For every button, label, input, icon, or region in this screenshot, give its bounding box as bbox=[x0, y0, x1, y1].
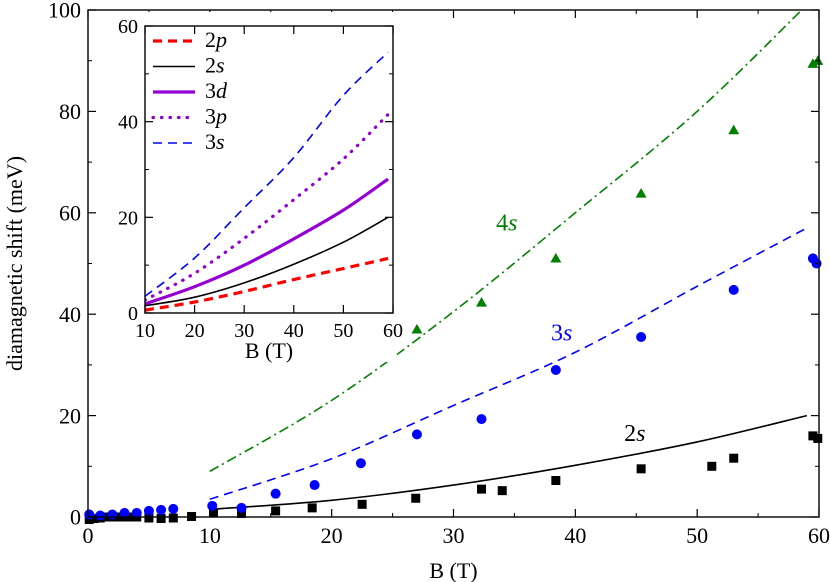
marker-square bbox=[551, 475, 561, 485]
marker-square bbox=[237, 508, 247, 518]
main-y-tick-label: 80 bbox=[59, 99, 81, 124]
inset-y-tick-label: 20 bbox=[118, 207, 138, 229]
marker-square bbox=[357, 499, 367, 509]
inset-x-tick-label: 60 bbox=[383, 320, 403, 342]
marker-circle bbox=[309, 480, 320, 491]
marker-circle bbox=[270, 488, 281, 499]
marker-triangle bbox=[812, 55, 824, 65]
marker-square bbox=[156, 514, 166, 524]
main-x-tick-label: 40 bbox=[564, 523, 586, 548]
inset-lines-layer bbox=[145, 51, 390, 312]
inset-x-axis-label: B (T) bbox=[245, 338, 293, 363]
legend-label-3p: 3p bbox=[205, 104, 227, 129]
legend-label-2s: 2s bbox=[205, 53, 225, 78]
inset-x-tick-label: 10 bbox=[135, 320, 155, 342]
inset-axes: 10 20 30 40 50 60 0 20 40 60 B (T) bbox=[118, 16, 403, 363]
inset-line-3d bbox=[145, 177, 389, 306]
marker-square bbox=[307, 503, 317, 513]
main-x-tick-label: 20 bbox=[321, 523, 343, 548]
marker-circle bbox=[411, 429, 422, 440]
x-axis-label: B (T) bbox=[429, 558, 477, 582]
marker-square bbox=[84, 515, 94, 525]
marker-circle bbox=[207, 500, 218, 511]
marker-circle bbox=[476, 414, 487, 425]
marker-circle bbox=[156, 504, 167, 515]
main-y-tick-label: 40 bbox=[59, 302, 81, 327]
main-y-tick-label: 0 bbox=[70, 505, 81, 530]
main-y-tick-label: 60 bbox=[59, 201, 81, 226]
main-annotations: 2s 3s 4s bbox=[496, 211, 645, 447]
line-2s bbox=[209, 414, 808, 511]
legend-label-3s: 3s bbox=[205, 129, 225, 154]
marker-square bbox=[477, 484, 487, 494]
main-lines-layer bbox=[209, 10, 808, 511]
marker-square bbox=[168, 513, 178, 523]
inset-x-tick-label: 50 bbox=[333, 320, 353, 342]
inset-y-tick-label: 60 bbox=[118, 16, 138, 38]
line-3s bbox=[209, 227, 808, 501]
legend-label-3d: 3d bbox=[205, 78, 228, 103]
main-x-tick-label: 50 bbox=[686, 523, 708, 548]
line-4s bbox=[209, 10, 803, 473]
inset-y-tick-label: 40 bbox=[118, 112, 138, 134]
main-x-tick-label: 30 bbox=[443, 523, 465, 548]
marker-triangle bbox=[476, 297, 488, 307]
inset-x-tick-label: 30 bbox=[234, 320, 254, 342]
marker-square bbox=[636, 464, 646, 474]
marker-square bbox=[497, 486, 507, 496]
main-x-tick-label: 10 bbox=[199, 523, 221, 548]
marker-circle bbox=[636, 332, 647, 343]
marker-circle bbox=[107, 509, 118, 520]
legend-label-2p: 2p bbox=[205, 27, 227, 52]
annotation-3s: 3s bbox=[551, 321, 572, 347]
inset-line-3s bbox=[145, 51, 389, 297]
annotation-4s: 4s bbox=[496, 211, 517, 237]
marker-circle bbox=[119, 507, 130, 518]
inset-background bbox=[96, 12, 397, 362]
marker-square bbox=[411, 493, 421, 503]
inset-line-2s bbox=[145, 216, 389, 307]
marker-square bbox=[144, 513, 154, 523]
marker-triangle bbox=[807, 58, 819, 68]
marker-circle bbox=[355, 458, 366, 469]
annotation-2s: 2s bbox=[624, 421, 645, 447]
marker-circle bbox=[131, 507, 142, 518]
marker-square bbox=[208, 508, 218, 518]
marker-circle bbox=[84, 509, 95, 520]
main-y-tick-label: 20 bbox=[59, 403, 81, 428]
marker-circle bbox=[728, 284, 739, 295]
y-axis-label: diamagnetic shift (meV) bbox=[2, 156, 27, 371]
main-x-tick-label: 0 bbox=[83, 523, 94, 548]
main-y-tick-label: 100 bbox=[48, 0, 81, 23]
marker-triangle bbox=[550, 252, 562, 263]
marker-square bbox=[271, 506, 281, 516]
inset-line-3p bbox=[145, 112, 390, 302]
marker-circle bbox=[236, 502, 247, 513]
marker-square bbox=[707, 461, 717, 471]
marker-square bbox=[813, 433, 823, 443]
marker-circle bbox=[95, 510, 106, 521]
marker-triangle bbox=[635, 188, 647, 198]
marker-square bbox=[729, 453, 739, 463]
marker-triangle bbox=[411, 323, 423, 334]
marker-circle bbox=[168, 503, 179, 514]
marker-circle bbox=[143, 505, 154, 516]
inset-line-2p bbox=[145, 256, 389, 312]
inset-x-tick-label: 40 bbox=[284, 320, 304, 342]
main-x-tick-label: 60 bbox=[808, 523, 830, 548]
marker-triangle bbox=[728, 124, 740, 135]
inset-y-tick-label: 0 bbox=[128, 303, 138, 325]
marker-square bbox=[808, 431, 818, 441]
marker-square bbox=[89, 514, 99, 524]
inset-x-tick-label: 20 bbox=[185, 320, 205, 342]
marker-circle bbox=[550, 364, 561, 375]
